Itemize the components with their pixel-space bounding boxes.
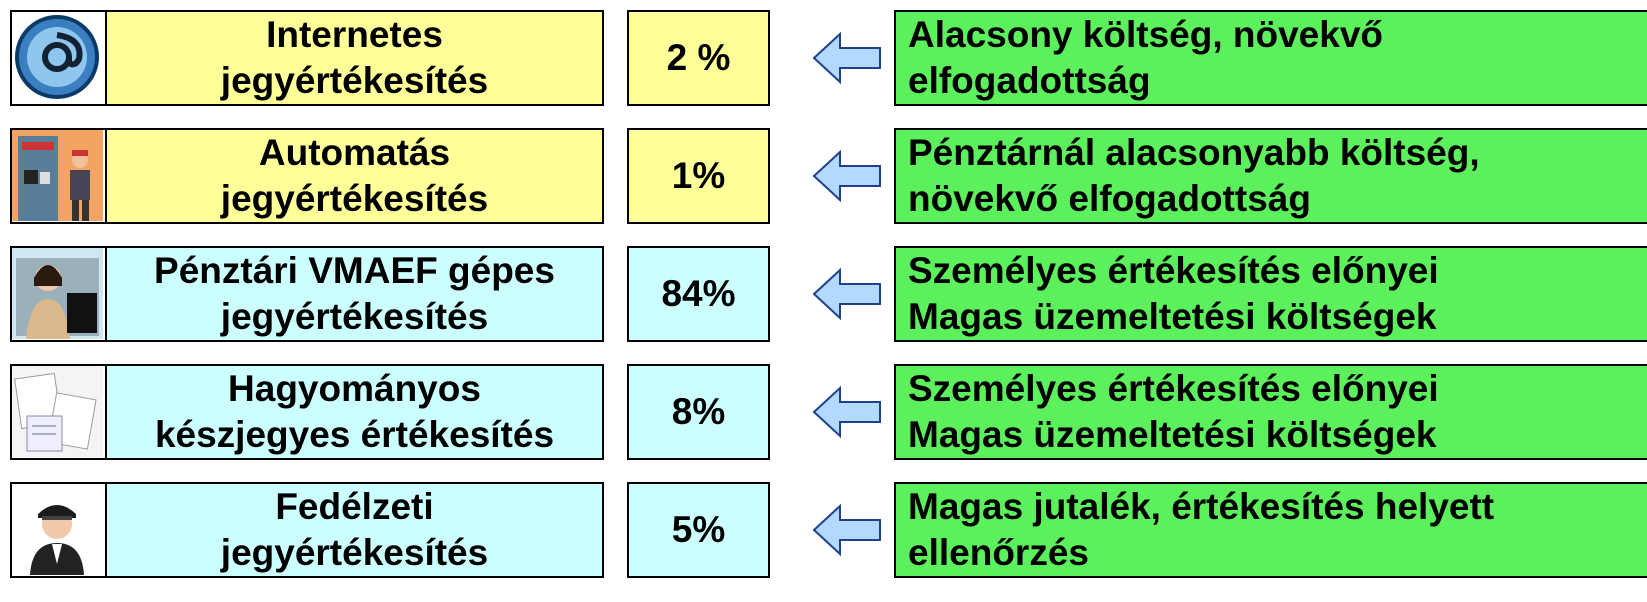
share-box: 1%	[627, 128, 770, 224]
note-line: ellenőrzés	[908, 530, 1647, 576]
note-box: Pénztárnál alacsonyabb költség,növekvő e…	[894, 128, 1647, 224]
row-icon	[10, 10, 107, 106]
arrow	[810, 30, 884, 86]
label-line: Fedélzeti	[275, 484, 433, 530]
row-icon	[10, 482, 107, 578]
share-box: 84%	[627, 246, 770, 342]
label-line: Internetes	[266, 12, 443, 58]
label-line: Hagyományos	[228, 366, 481, 412]
label-line: készjegyes értékesítés	[155, 412, 554, 458]
arrow	[810, 384, 884, 440]
share-box: 8%	[627, 364, 770, 460]
label-line: jegyértékesítés	[221, 530, 488, 576]
note-line: növekvő elfogadottság	[908, 176, 1647, 222]
label-line: jegyértékesítés	[221, 58, 488, 104]
row-icon	[10, 364, 107, 460]
label-line: jegyértékesítés	[221, 294, 488, 340]
note-line: Pénztárnál alacsonyabb költség,	[908, 130, 1647, 176]
note-line: Magas jutalék, értékesítés helyett	[908, 484, 1647, 530]
row-icon	[10, 128, 107, 224]
label-line: Pénztári VMAEF gépes	[154, 248, 555, 294]
share-box: 5%	[627, 482, 770, 578]
arrow	[810, 502, 884, 558]
note-line: elfogadottság	[908, 58, 1647, 104]
slide: Internetesjegyértékesítés2 %Alacsony köl…	[0, 0, 1647, 602]
note-line: Alacsony költség, növekvő	[908, 12, 1647, 58]
note-line: Személyes értékesítés előnyei	[908, 248, 1647, 294]
note-line: Magas üzemeltetési költségek	[908, 412, 1647, 458]
note-line: Személyes értékesítés előnyei	[908, 366, 1647, 412]
row-icon	[10, 246, 107, 342]
label-line: Automatás	[259, 130, 450, 176]
note-line: Magas üzemeltetési költségek	[908, 294, 1647, 340]
arrow	[810, 148, 884, 204]
arrow	[810, 266, 884, 322]
share-box: 2 %	[627, 10, 770, 106]
label-line: jegyértékesítés	[221, 176, 488, 222]
